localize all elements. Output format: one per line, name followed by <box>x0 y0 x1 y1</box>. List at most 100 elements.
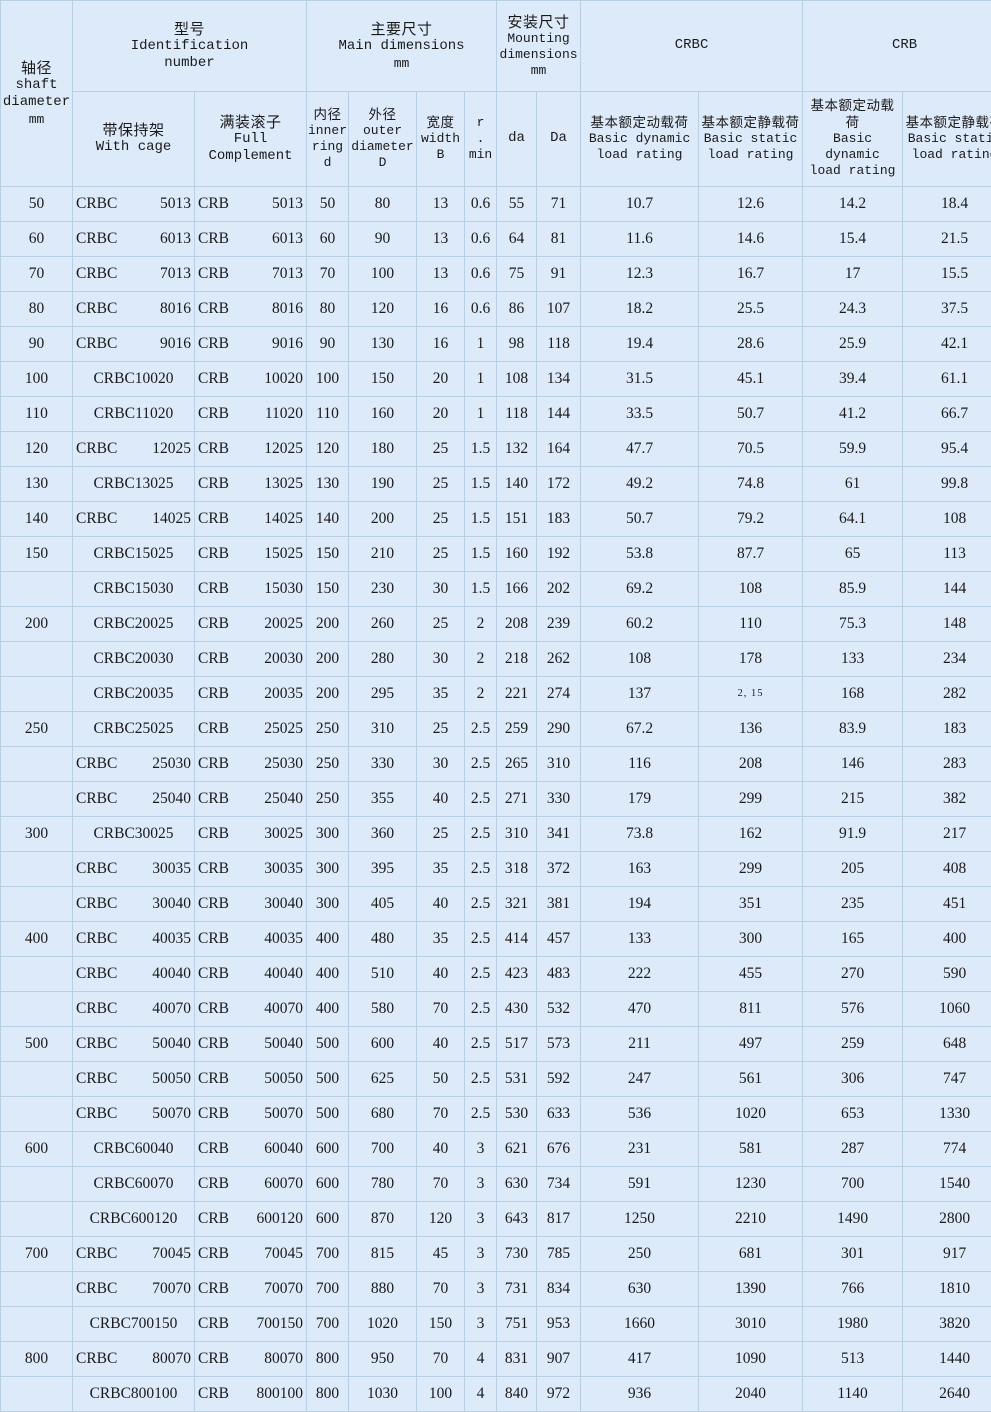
cell-Da: 483 <box>537 957 581 992</box>
cell-crbc-static-load: 110 <box>699 607 803 642</box>
cell-inner-diameter: 100 <box>307 362 349 397</box>
cell-crbc-dynamic-load: 222 <box>581 957 699 992</box>
cell-da: 98 <box>497 327 537 362</box>
cell-with-cage-model-text: CRBC15030 <box>74 580 193 598</box>
cell-da: 321 <box>497 887 537 922</box>
cell-full-complement-model-prefix: CRB <box>198 545 229 563</box>
cell-inner-diameter: 90 <box>307 327 349 362</box>
cell-da: 423 <box>497 957 537 992</box>
cell-inner-diameter: 60 <box>307 222 349 257</box>
cell-Da: 953 <box>537 1307 581 1342</box>
header-outer-diameter-en2: diameter <box>350 139 415 155</box>
cell-crbc-dynamic-load: 470 <box>581 992 699 1027</box>
cell-with-cage-model-number: 70070 <box>152 1280 191 1298</box>
cell-da: 430 <box>497 992 537 1027</box>
header-outer-diameter-symbol: D <box>350 155 415 171</box>
cell-da: 531 <box>497 1062 537 1097</box>
cell-inner-diameter: 120 <box>307 432 349 467</box>
cell-inner-diameter: 110 <box>307 397 349 432</box>
cell-full-complement-model-prefix: CRB <box>198 1000 229 1018</box>
cell-with-cage-model: CRBC60040 <box>73 1132 195 1167</box>
header-shaft-diameter-en1: shaft <box>2 77 71 95</box>
header-crbc-dynamic-cn: 基本额定动载荷 <box>582 115 697 131</box>
cell-width: 25 <box>417 817 465 852</box>
cell-full-complement-model-number: 50070 <box>264 1105 303 1123</box>
header-crb-dynamic-cn: 基本额定动载荷 <box>804 98 901 130</box>
cell-crb-static-load: 3820 <box>903 1307 991 1342</box>
cell-outer-diameter: 580 <box>349 992 417 1027</box>
header-inner-ring: 内径 inner ring d <box>307 92 349 187</box>
cell-r-min: 3 <box>465 1237 497 1272</box>
cell-outer-diameter: 870 <box>349 1202 417 1237</box>
cell-width: 40 <box>417 1027 465 1062</box>
cell-width: 25 <box>417 432 465 467</box>
cell-outer-diameter: 360 <box>349 817 417 852</box>
cell-crbc-static-load: 2, 15 <box>699 677 803 712</box>
cell-crbc-static-load: 50.7 <box>699 397 803 432</box>
cell-crb-static-load: 108 <box>903 502 991 537</box>
cell-full-complement-model-number: 13025 <box>264 475 303 493</box>
cell-crb-static-load: 113 <box>903 537 991 572</box>
cell-full-complement-model-prefix: CRB <box>198 720 229 738</box>
cell-shaft-diameter: 700 <box>1 1237 73 1272</box>
cell-width: 100 <box>417 1377 465 1412</box>
cell-with-cage-model-text: CRBC13025 <box>74 475 193 493</box>
header-crbc-static-en2: load rating <box>700 147 801 163</box>
cell-da: 166 <box>497 572 537 607</box>
cell-crbc-dynamic-load: 250 <box>581 1237 699 1272</box>
cell-width: 40 <box>417 957 465 992</box>
cell-crb-static-load: 648 <box>903 1027 991 1062</box>
cell-full-complement-model-prefix: CRB <box>198 510 229 528</box>
cell-shaft-diameter: 100 <box>1 362 73 397</box>
cell-crbc-dynamic-load: 10.7 <box>581 187 699 222</box>
cell-inner-diameter: 130 <box>307 467 349 502</box>
cell-r-min: 3 <box>465 1167 497 1202</box>
cell-full-complement-model-prefix: CRB <box>198 790 229 808</box>
cell-crbc-dynamic-load: 53.8 <box>581 537 699 572</box>
cell-full-complement-model-prefix: CRB <box>198 755 229 773</box>
cell-full-complement-model-number: 15025 <box>264 545 303 563</box>
cell-r-min: 2.5 <box>465 1097 497 1132</box>
header-inner-ring-en2: ring <box>308 139 347 155</box>
cell-shaft-diameter <box>1 1062 73 1097</box>
header-mounting-dimensions-en2: dimensions <box>498 47 579 63</box>
cell-crbc-dynamic-load: 31.5 <box>581 362 699 397</box>
cell-crbc-static-load: 1090 <box>699 1342 803 1377</box>
cell-r-min: 2 <box>465 677 497 712</box>
cell-with-cage-model-prefix: CRBC <box>76 265 117 283</box>
cell-shaft-diameter <box>1 1307 73 1342</box>
cell-with-cage-model: CRBC700150 <box>73 1307 195 1342</box>
cell-with-cage-model-number: 5013 <box>160 195 191 213</box>
cell-full-complement-model-prefix: CRB <box>198 860 229 878</box>
cell-da: 831 <box>497 1342 537 1377</box>
cell-full-complement-model-number: 30025 <box>264 825 303 843</box>
header-shaft-diameter-en2: diameter <box>2 94 71 112</box>
cell-crb-dynamic-load: 513 <box>803 1342 903 1377</box>
cell-full-complement-model-prefix: CRB <box>198 1070 229 1088</box>
cell-crbc-dynamic-load: 50.7 <box>581 502 699 537</box>
cell-crbc-dynamic-load: 73.8 <box>581 817 699 852</box>
header-r-min-label: min <box>466 147 495 163</box>
cell-width: 35 <box>417 677 465 712</box>
cell-crb-dynamic-load: 235 <box>803 887 903 922</box>
cell-da: 271 <box>497 782 537 817</box>
cell-full-complement-model-number: 7013 <box>272 265 303 283</box>
header-row-top: 轴径 shaft diameter mm 型号 Identification n… <box>1 1 991 92</box>
cell-crbc-dynamic-load: 247 <box>581 1062 699 1097</box>
